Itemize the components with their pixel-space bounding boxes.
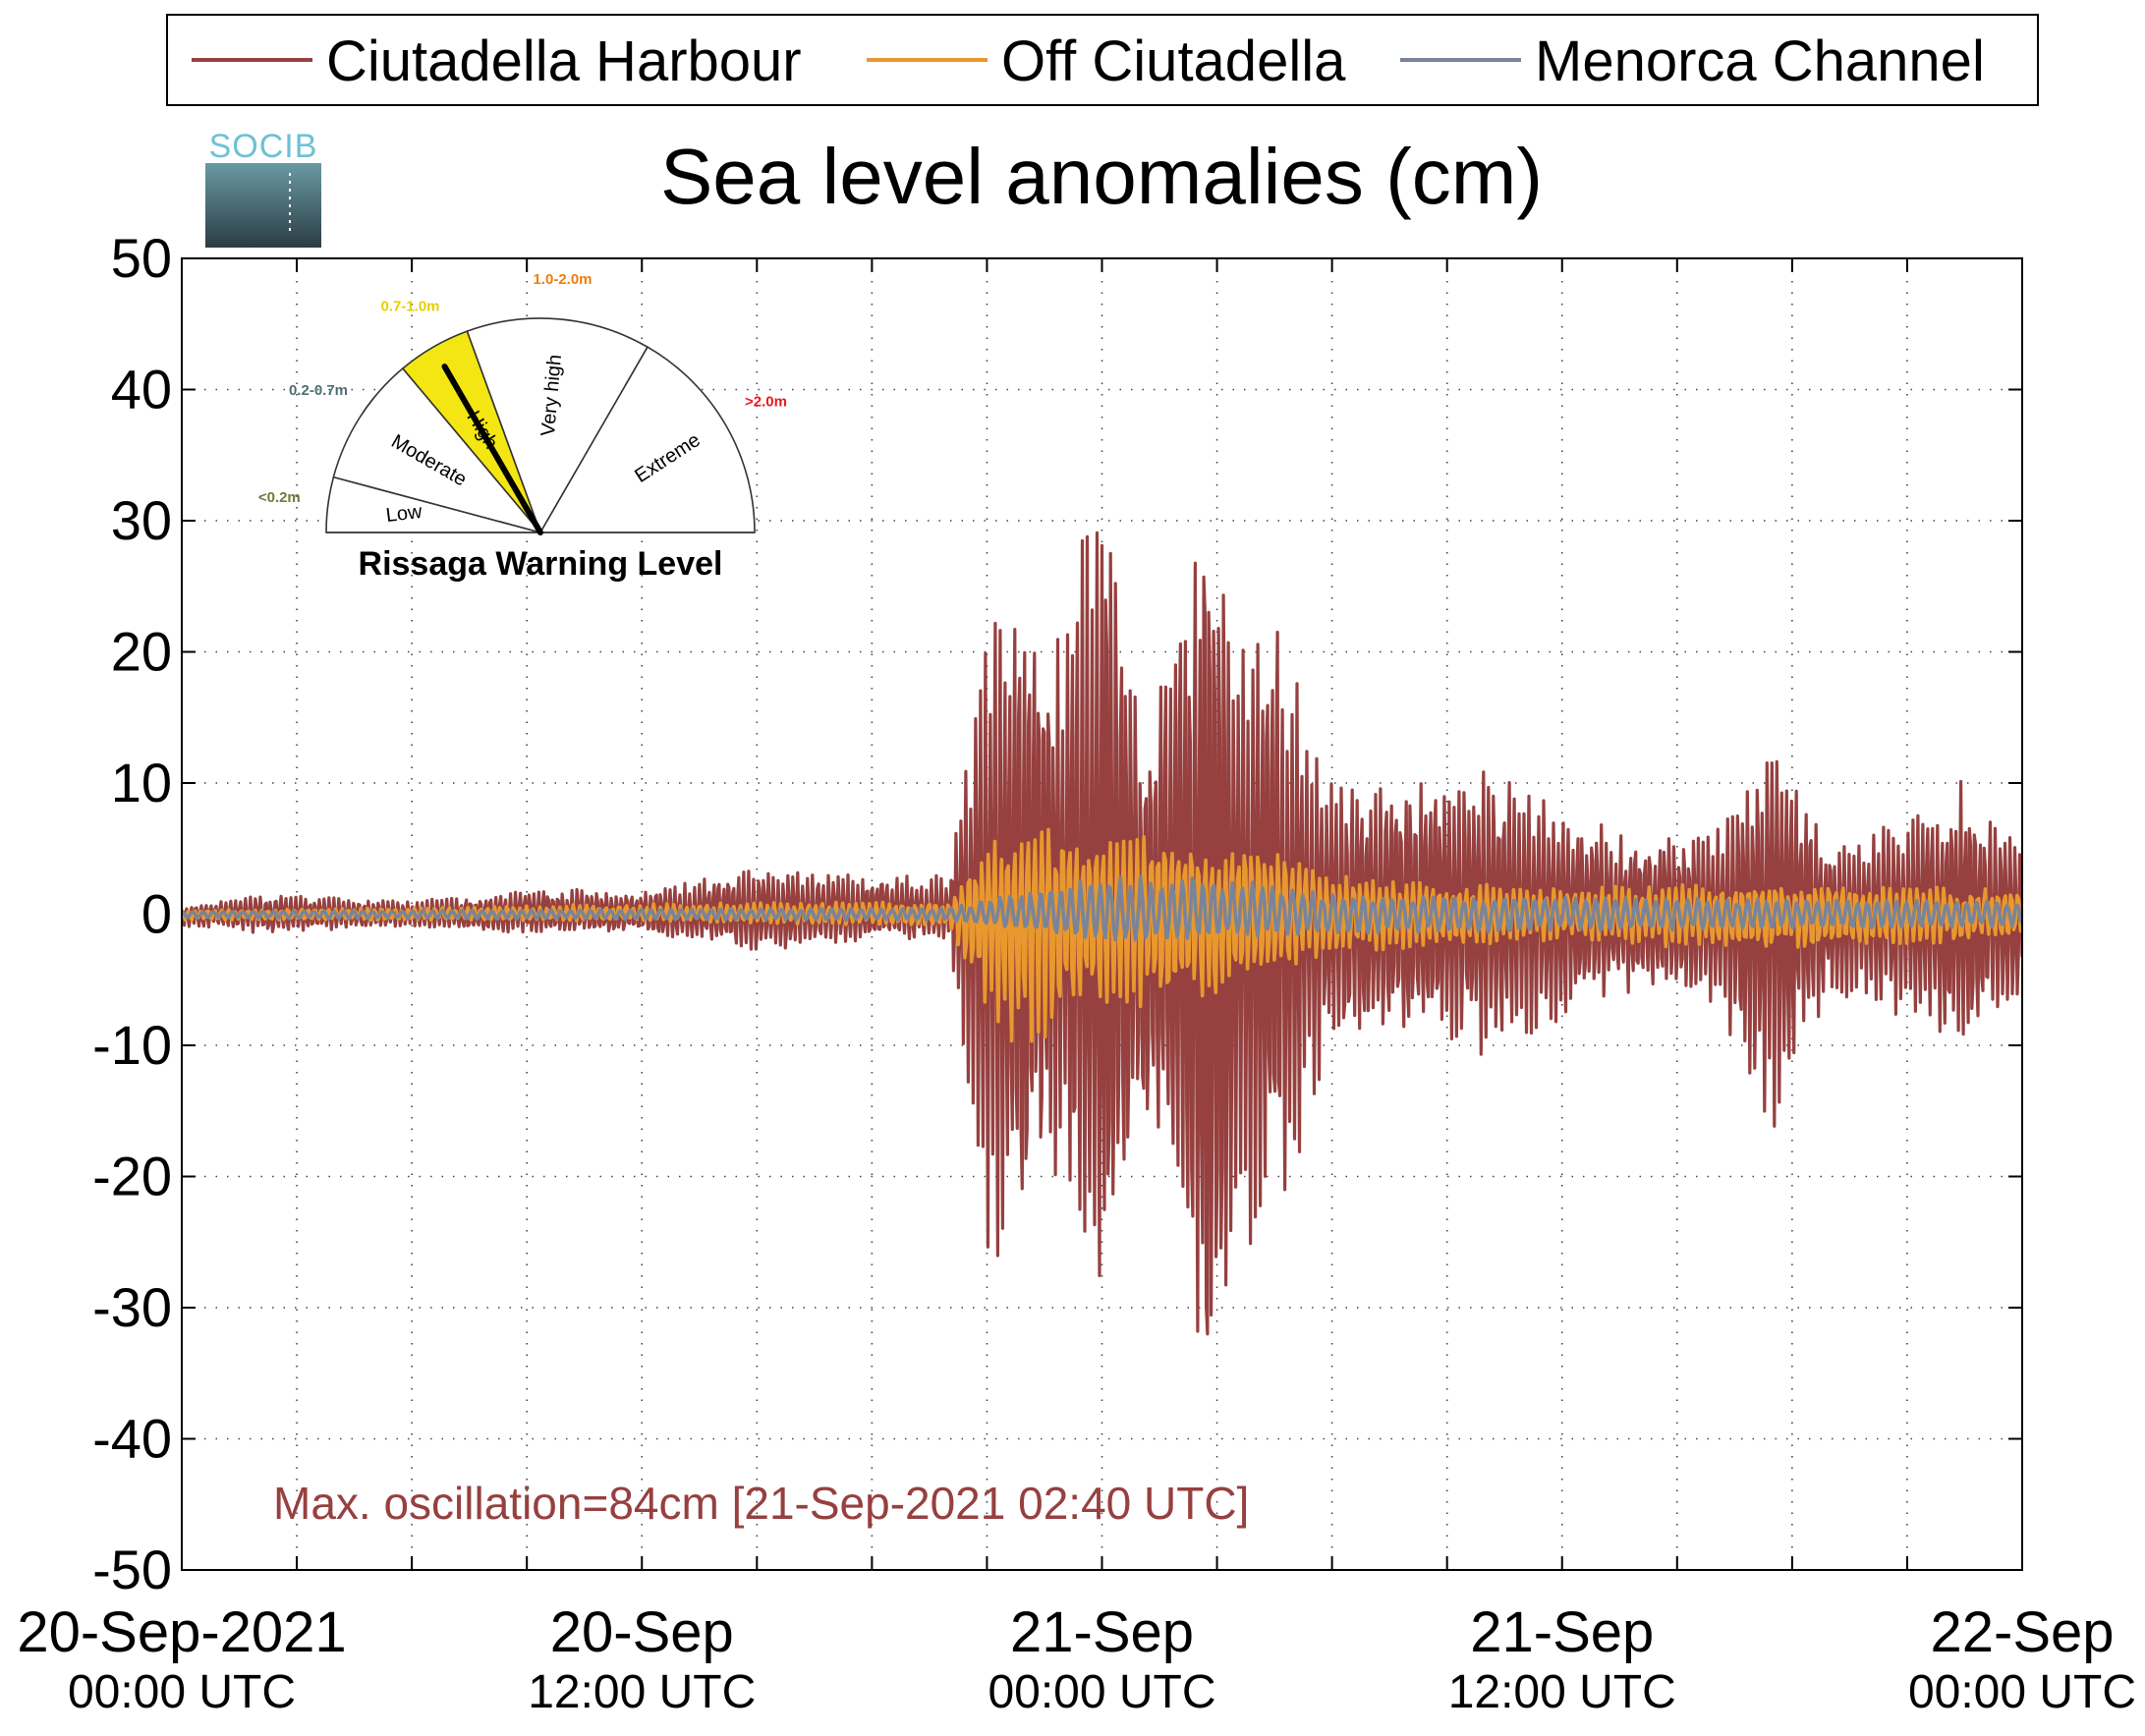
y-tick-label: 30 (111, 489, 172, 551)
plot-frame (181, 257, 2023, 1571)
x-tick-time-label: 00:00 UTC (988, 1666, 1215, 1718)
logo-text: SOCIB (209, 128, 318, 165)
y-axis: 50 40 30 20 10 0 -10 -20 -30 -40 -50 (92, 227, 172, 1600)
x-tick-date-label: 20-Sep (550, 1600, 734, 1664)
gauge-title: Rissaga Warning Level (359, 545, 723, 583)
y-tick-label: 10 (111, 752, 172, 813)
y-tick-label: 50 (111, 227, 172, 289)
x-tick-time-label: 12:00 UTC (1448, 1666, 1676, 1718)
x-tick-time-label: 00:00 UTC (68, 1666, 296, 1718)
chart-title: Sea level anomalies (cm) (660, 133, 1543, 220)
x-tick-date-label: 22-Sep (1930, 1600, 2114, 1664)
x-tick-date-label: 20-Sep-2021 (17, 1600, 346, 1664)
y-tick-label: -10 (92, 1014, 172, 1076)
gauge-segment-very-high (466, 317, 649, 534)
legend-box (166, 14, 2039, 106)
x-tick-date-label: 21-Sep (1470, 1600, 1654, 1664)
gauge-segment-extreme (538, 346, 756, 533)
gauge-range-label: 0.7-1.0m (380, 298, 439, 314)
x-tick-time-label: 00:00 UTC (1908, 1666, 2136, 1718)
logo-block (205, 163, 321, 248)
gauge-range-label: 1.0-2.0m (533, 271, 592, 288)
legend-label-ciutadella-harbour: Ciutadella Harbour (326, 29, 802, 93)
legend-label-off-ciutadella: Off Ciutadella (1001, 29, 1346, 93)
gauge-needle (441, 364, 543, 535)
y-tick-label: -50 (92, 1539, 172, 1600)
y-tick-label: -20 (92, 1146, 172, 1207)
y-tick-label: 0 (141, 883, 172, 945)
y-tick-label: -30 (92, 1276, 172, 1338)
gauge-range-label: 0.2-0.7m (289, 382, 348, 399)
x-tick-date-label: 21-Sep (1010, 1600, 1194, 1664)
series-line-ciutadella-harbour (182, 531, 2022, 1336)
legend: Ciutadella Harbour Off Ciutadella Menorc… (166, 14, 2039, 106)
gauge-segment-moderate (332, 366, 543, 534)
gauge-level-label: Low (385, 501, 424, 527)
y-tick-label: -40 (92, 1408, 172, 1470)
gauge-range-label: >2.0m (745, 393, 787, 410)
legend-label-menorca-channel: Menorca Channel (1535, 29, 1985, 93)
max-oscillation-annotation: Max. oscillation=84cm [21-Sep-2021 02:40… (273, 1478, 1249, 1529)
gauge-range-label: <0.2m (258, 489, 301, 506)
y-tick-label: 40 (111, 359, 172, 420)
series-group (182, 531, 2022, 1336)
y-tick-label: 20 (111, 621, 172, 683)
socib-logo: SOCIB (205, 128, 321, 248)
rissaga-warning-gauge: Low<0.2mModerate0.2-0.7mHigh0.7-1.0mVery… (258, 271, 787, 583)
series-line-off-ciutadella (182, 827, 2022, 1043)
series-line-menorca-channel (182, 874, 2022, 942)
x-tick-time-label: 12:00 UTC (528, 1666, 756, 1718)
